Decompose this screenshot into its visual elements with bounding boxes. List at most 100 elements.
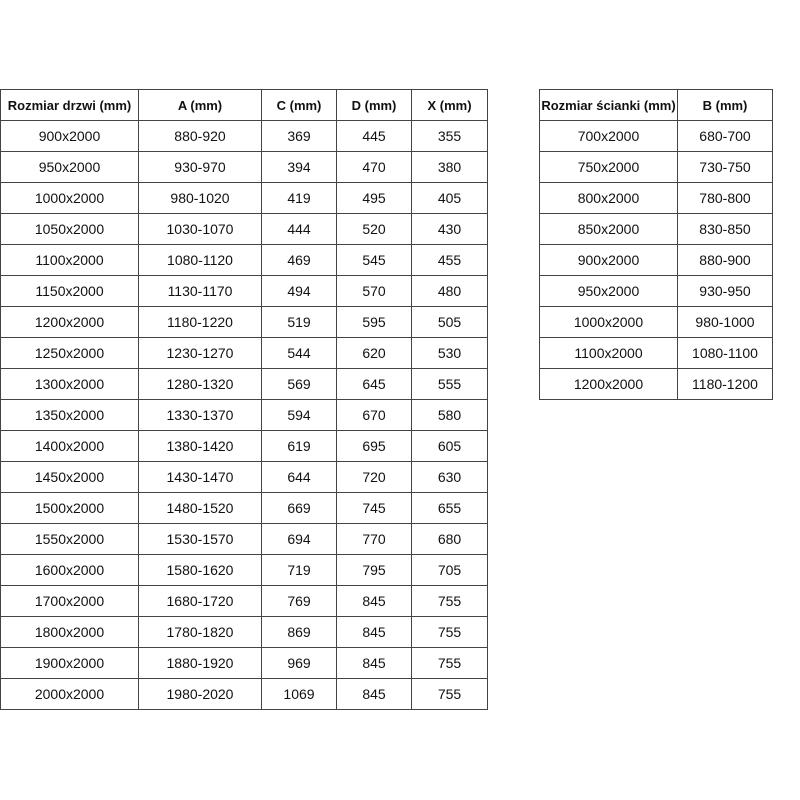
table-row: 900x2000 880-920 369 445 355	[0, 120, 488, 152]
table-cell: 595	[336, 306, 412, 338]
table-cell: 1800x2000	[0, 616, 139, 648]
table-cell: 695	[336, 430, 412, 462]
table-cell: 455	[411, 244, 488, 276]
table-cell: 1069	[261, 678, 337, 710]
table-cell: 620	[336, 337, 412, 369]
table-cell: 1900x2000	[0, 647, 139, 679]
table-cell: 544	[261, 337, 337, 369]
table-cell: 1100x2000	[539, 337, 678, 369]
table-cell: 380	[411, 151, 488, 183]
table-cell: 655	[411, 492, 488, 524]
table-cell: 569	[261, 368, 337, 400]
table-row: 800x2000 780-800	[539, 182, 773, 214]
table-row: 1200x2000 1180-1200	[539, 368, 773, 400]
table-cell: 519	[261, 306, 337, 338]
table-cell: 1600x2000	[0, 554, 139, 586]
table-cell: 1480-1520	[138, 492, 262, 524]
table-cell: 444	[261, 213, 337, 245]
table-cell: 869	[261, 616, 337, 648]
table-row: 1600x2000 1580-1620 719 795 705	[0, 554, 488, 586]
table-cell: 1000x2000	[539, 306, 678, 338]
table-cell: 1050x2000	[0, 213, 139, 245]
table-row: 1100x2000 1080-1100	[539, 337, 773, 369]
table-cell: 1680-1720	[138, 585, 262, 617]
table-cell: 1400x2000	[0, 430, 139, 462]
table-cell: 555	[411, 368, 488, 400]
table-cell: 580	[411, 399, 488, 431]
table-cell: 1550x2000	[0, 523, 139, 555]
table-cell: 1180-1220	[138, 306, 262, 338]
table-cell: 1230-1270	[138, 337, 262, 369]
table-cell: 780-800	[677, 182, 773, 214]
table-cell: 845	[336, 647, 412, 679]
wall-sizes-table: Rozmiar ścianki (mm) B (mm) 700x2000 680-7…	[539, 89, 773, 400]
table-row: 1350x2000 1330-1370 594 670 580	[0, 399, 488, 431]
table-row: 950x2000 930-950	[539, 275, 773, 307]
table-cell: 405	[411, 182, 488, 214]
table-cell: 1380-1420	[138, 430, 262, 462]
table-cell: 1080-1120	[138, 244, 262, 276]
table-cell: 1530-1570	[138, 523, 262, 555]
table-cell: 1880-1920	[138, 647, 262, 679]
table-cell: 1580-1620	[138, 554, 262, 586]
table-cell: 800x2000	[539, 182, 678, 214]
header-row: Rozmiar drzwi (mm) A (mm) C (mm) D (mm) X (m…	[0, 89, 488, 121]
column-header: C (mm)	[261, 89, 337, 121]
table-cell: 769	[261, 585, 337, 617]
table-cell: 1700x2000	[0, 585, 139, 617]
table-row: 1200x2000 1180-1220 519 595 505	[0, 306, 488, 338]
table-cell: 1980-2020	[138, 678, 262, 710]
table-cell: 570	[336, 275, 412, 307]
table-cell: 680-700	[677, 120, 773, 152]
column-header: A (mm)	[138, 89, 262, 121]
table-cell: 770	[336, 523, 412, 555]
table-cell: 394	[261, 151, 337, 183]
table-cell: 469	[261, 244, 337, 276]
table-cell: 605	[411, 430, 488, 462]
table-cell: 755	[411, 616, 488, 648]
table-cell: 619	[261, 430, 337, 462]
table-cell: 480	[411, 275, 488, 307]
table-cell: 669	[261, 492, 337, 524]
table-cell: 645	[336, 368, 412, 400]
table-cell: 705	[411, 554, 488, 586]
table-cell: 845	[336, 678, 412, 710]
table-row: 900x2000 880-900	[539, 244, 773, 276]
table-cell: 1030-1070	[138, 213, 262, 245]
table-cell: 1250x2000	[0, 337, 139, 369]
table-cell: 930-970	[138, 151, 262, 183]
table-cell: 1200x2000	[539, 368, 678, 400]
table-cell: 1200x2000	[0, 306, 139, 338]
table-cell: 419	[261, 182, 337, 214]
table-cell: 755	[411, 647, 488, 679]
table-cell: 745	[336, 492, 412, 524]
table-row: 1900x2000 1880-1920 969 845 755	[0, 647, 488, 679]
table-row: 1100x2000 1080-1120 469 545 455	[0, 244, 488, 276]
table-cell: 719	[261, 554, 337, 586]
table-row: 850x2000 830-850	[539, 213, 773, 245]
table-cell: 850x2000	[539, 213, 678, 245]
table-row: 750x2000 730-750	[539, 151, 773, 183]
table-row: 1800x2000 1780-1820 869 845 755	[0, 616, 488, 648]
table-row: 1700x2000 1680-1720 769 845 755	[0, 585, 488, 617]
table-cell: 880-920	[138, 120, 262, 152]
table-cell: 930-950	[677, 275, 773, 307]
column-header: X (mm)	[411, 89, 488, 121]
table-row: 700x2000 680-700	[539, 120, 773, 152]
table-cell: 545	[336, 244, 412, 276]
table-row: 1000x2000 980-1000	[539, 306, 773, 338]
table-cell: 730-750	[677, 151, 773, 183]
table-row: 1400x2000 1380-1420 619 695 605	[0, 430, 488, 462]
table-cell: 1350x2000	[0, 399, 139, 431]
column-header: B (mm)	[677, 89, 773, 121]
column-header: D (mm)	[336, 89, 412, 121]
table-row: 1550x2000 1530-1570 694 770 680	[0, 523, 488, 555]
table-cell: 980-1020	[138, 182, 262, 214]
table-cell: 755	[411, 678, 488, 710]
table-cell: 1150x2000	[0, 275, 139, 307]
column-header: Rozmiar ścianki (mm)	[539, 89, 678, 121]
header-row: Rozmiar ścianki (mm) B (mm)	[539, 89, 773, 121]
table-cell: 750x2000	[539, 151, 678, 183]
table-cell: 1450x2000	[0, 461, 139, 493]
column-header: Rozmiar drzwi (mm)	[0, 89, 139, 121]
